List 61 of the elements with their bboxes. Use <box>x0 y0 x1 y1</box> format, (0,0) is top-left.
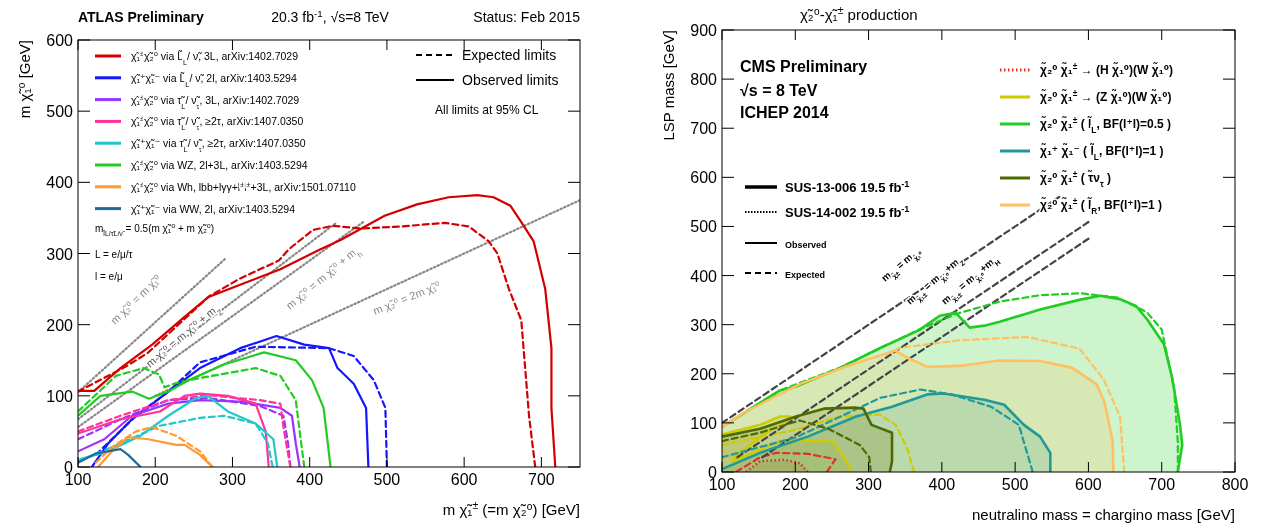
x-axis-title: neutralino mass = chargino mass [GeV] <box>971 506 1235 523</box>
line-series <box>734 451 837 472</box>
y-tick-label: 800 <box>690 71 718 89</box>
y-axis-title: m χ̃₁⁰ [GeV] <box>16 40 33 119</box>
x-tick-label: 500 <box>373 471 401 488</box>
x-tick-label: 600 <box>1075 476 1102 493</box>
text: Status: Feb 2015 <box>473 9 581 25</box>
legend-label: χ̃₂⁰ χ̃₁$^{±}$ ( τ̃ν$_{τ}$ ) <box>1040 169 1112 189</box>
annotation: SUS-13-006 19.5 fb$^{-1}$ <box>785 179 910 195</box>
y-tick-label: 400 <box>690 267 718 285</box>
x-tick-label: 200 <box>141 471 169 488</box>
annotation: ICHEP 2014 <box>740 104 829 121</box>
y-tick-label: 500 <box>690 218 718 236</box>
legend-label: χ̃₂⁰ χ̃₁$^{±}$ → (H χ̃₁⁰)(W χ̃₁⁰) <box>1040 61 1173 77</box>
chart-title: ATLAS Preliminary <box>78 9 204 25</box>
x-tick-label: 600 <box>450 471 478 488</box>
x-axis-title: m χ̃₁$^{±}$ (=m χ̃₂⁰) [GeV] <box>442 499 580 518</box>
line-series <box>78 448 142 467</box>
x-tick-label: 300 <box>219 471 246 488</box>
annotation: Expected <box>785 270 826 280</box>
x-tick-label: 400 <box>296 471 324 488</box>
y-tick-label: 600 <box>46 32 74 49</box>
legend-label: χ̃₁⁺ χ̃₁⁻ ( l̃$_{L}$, BF(l⁺l)=1 ) <box>1040 143 1164 162</box>
legend-label: χ̃₂⁰ χ̃₁$^{±}$ → (Z χ̃₁⁰)(W χ̃₁⁰) <box>1040 88 1172 104</box>
y-tick-label: 300 <box>46 245 74 263</box>
x-tick-label: 700 <box>528 471 555 488</box>
annotation: m$_{l̃L/τ̃L/ν̃}$ = 0.5(m χ̃₁⁰ + m χ̃₂⁰) <box>95 223 215 237</box>
x-tick-label: 700 <box>1148 476 1176 493</box>
legend-label: χ̃₁⁺χ̃₁⁻ via τ̃$_{L}$/ ν̃$_{τ}$, ≥2τ, arXiv:1407.0350 <box>131 137 306 154</box>
y-tick-label: 700 <box>690 120 718 138</box>
legend-label: χ̃₁⁺χ̃₁⁻ via L̃$_{L}$/ ν̃, 2l, arXiv:1403.5294 <box>131 71 297 89</box>
x-tick-label: 800 <box>1221 476 1249 493</box>
y-tick-label: 900 <box>690 22 718 39</box>
x-tick-label: 200 <box>781 476 809 493</box>
y-tick-label: 300 <box>690 316 718 334</box>
annotation: All limits at 95% CL <box>435 103 539 117</box>
y-tick-label: 500 <box>46 103 74 121</box>
y-tick-label: 200 <box>46 316 74 334</box>
legend-label: χ̃₂⁰ χ̃₁$^{±}$ ( l̃$_{L}$, BF(l⁺l)=0.5 ) <box>1040 115 1172 135</box>
annotation: l = e/μ <box>95 271 123 282</box>
annotation: √s = 8 TeV <box>740 82 818 99</box>
chart-title: χ̃₂⁰-χ̃₁$^{±}$ production <box>800 4 918 23</box>
y-tick-label: 200 <box>690 365 718 383</box>
annotation: L = e/μ/τ <box>95 249 133 260</box>
y-tick-label: 600 <box>690 169 718 187</box>
x-tick-label: 300 <box>855 476 883 493</box>
legend-label: χ̃₁⁺χ̃₁⁻ via WW, 2l, arXiv:1403.5294 <box>131 202 296 215</box>
y-tick-label: 100 <box>46 387 74 405</box>
annotation: Observed limits <box>462 72 559 88</box>
annotation: m χ̃₂⁰ = 2m χ̃₁⁰ <box>371 278 443 317</box>
annotation: Expected limits <box>462 47 557 63</box>
annotation: SUS-14-002 19.5 fb$^{-1}$ <box>785 204 910 220</box>
line-series <box>722 413 916 472</box>
y-tick-label: 100 <box>690 414 718 432</box>
y-tick-label: 400 <box>46 174 74 192</box>
chart-subtitle: 20.3 fb$^{-1}$, √s=8 TeV <box>271 7 390 25</box>
x-tick-label: 500 <box>1001 476 1029 493</box>
annotation: CMS Preliminary <box>740 58 868 75</box>
x-tick-label: 400 <box>928 476 956 493</box>
annotation: Observed <box>785 240 827 250</box>
y-axis-title: LSP mass [GeV] <box>660 30 677 141</box>
